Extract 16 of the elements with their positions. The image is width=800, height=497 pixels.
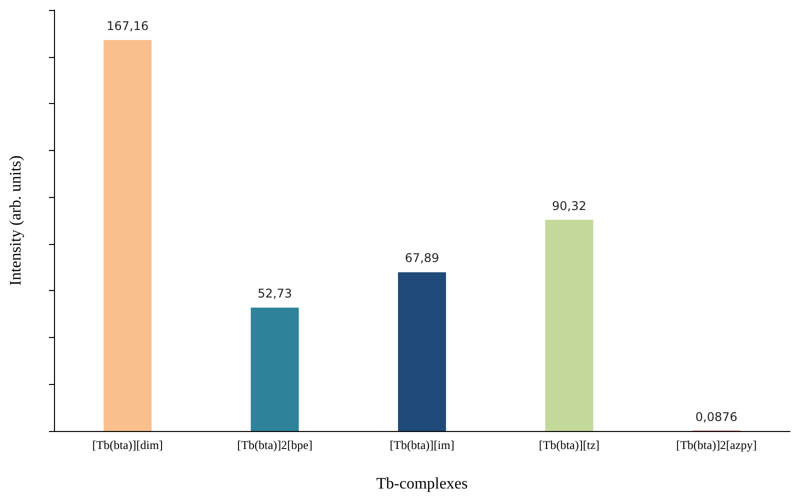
x-tick-label: [Tb(bta)]2[bpe] xyxy=(237,438,312,452)
data-label: 90,32 xyxy=(552,198,586,213)
x-tick-label: [Tb(bta)][dim] xyxy=(92,438,163,452)
data-label: 52,73 xyxy=(258,286,292,301)
y-axis-title: Intensity (arb. units) xyxy=(8,155,24,286)
bar xyxy=(545,220,594,431)
data-label: 0,0876 xyxy=(695,410,738,424)
bar xyxy=(398,272,446,431)
bar xyxy=(104,40,152,431)
bar xyxy=(250,308,299,431)
x-axis-title: Tb-complexes xyxy=(376,476,468,492)
data-label: 167,16 xyxy=(106,19,149,34)
x-tick-label: [Tb(bta)]2[azpy] xyxy=(676,438,757,452)
x-tick-label: [Tb(bta)][tz] xyxy=(538,438,600,452)
x-tick-label: [Tb(bta)][im] xyxy=(390,438,454,452)
data-label: 67,89 xyxy=(404,251,440,266)
